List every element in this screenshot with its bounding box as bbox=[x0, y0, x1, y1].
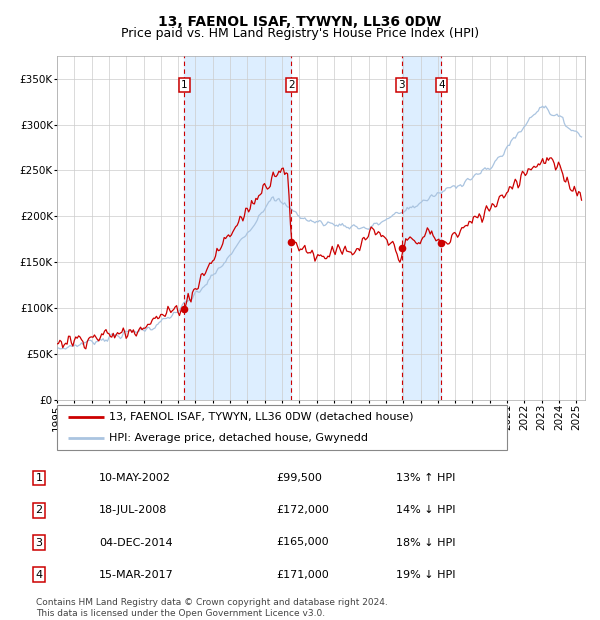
Text: 3: 3 bbox=[35, 538, 43, 547]
Text: £99,500: £99,500 bbox=[276, 473, 322, 483]
Text: 13, FAENOL ISAF, TYWYN, LL36 0DW: 13, FAENOL ISAF, TYWYN, LL36 0DW bbox=[158, 16, 442, 30]
Text: This data is licensed under the Open Government Licence v3.0.: This data is licensed under the Open Gov… bbox=[36, 609, 325, 619]
Bar bbox=[184, 56, 292, 400]
Text: 13% ↑ HPI: 13% ↑ HPI bbox=[396, 473, 455, 483]
Text: 19% ↓ HPI: 19% ↓ HPI bbox=[396, 570, 455, 580]
Text: 1: 1 bbox=[181, 80, 188, 90]
Text: 14% ↓ HPI: 14% ↓ HPI bbox=[396, 505, 455, 515]
Text: 15-MAR-2017: 15-MAR-2017 bbox=[99, 570, 174, 580]
Text: 04-DEC-2014: 04-DEC-2014 bbox=[99, 538, 173, 547]
Bar bbox=[402, 56, 442, 400]
Text: £165,000: £165,000 bbox=[276, 538, 329, 547]
Text: £171,000: £171,000 bbox=[276, 570, 329, 580]
Text: 18% ↓ HPI: 18% ↓ HPI bbox=[396, 538, 455, 547]
Text: 2: 2 bbox=[288, 80, 295, 90]
Text: 2: 2 bbox=[35, 505, 43, 515]
Text: 1: 1 bbox=[35, 473, 43, 483]
Text: Contains HM Land Registry data © Crown copyright and database right 2024.: Contains HM Land Registry data © Crown c… bbox=[36, 598, 388, 608]
Text: 3: 3 bbox=[398, 80, 405, 90]
Text: Price paid vs. HM Land Registry's House Price Index (HPI): Price paid vs. HM Land Registry's House … bbox=[121, 27, 479, 40]
Text: £172,000: £172,000 bbox=[276, 505, 329, 515]
Text: 18-JUL-2008: 18-JUL-2008 bbox=[99, 505, 167, 515]
Text: 10-MAY-2002: 10-MAY-2002 bbox=[99, 473, 171, 483]
Text: 4: 4 bbox=[438, 80, 445, 90]
Text: HPI: Average price, detached house, Gwynedd: HPI: Average price, detached house, Gwyn… bbox=[109, 433, 368, 443]
Text: 13, FAENOL ISAF, TYWYN, LL36 0DW (detached house): 13, FAENOL ISAF, TYWYN, LL36 0DW (detach… bbox=[109, 412, 413, 422]
Text: 4: 4 bbox=[35, 570, 43, 580]
